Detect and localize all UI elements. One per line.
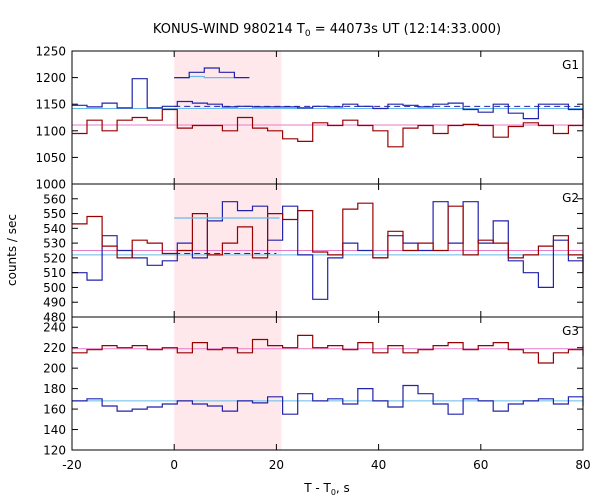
x-tick-label: 60 — [473, 458, 488, 472]
y-tick-label: 520 — [43, 251, 66, 265]
series-g1-blue-3 — [174, 67, 250, 79]
x-axis-label: T - T0, s — [303, 481, 350, 497]
y-tick-label: 540 — [43, 222, 66, 236]
y-tick-label: 200 — [43, 362, 66, 376]
y-tick-label: 1000 — [35, 178, 66, 192]
x-tick-label: 40 — [371, 458, 386, 472]
y-tick-label: 220 — [43, 341, 66, 355]
panel-g1: 1000 1050 1100 1150 1200 1250 G1 — [35, 45, 584, 192]
panel-frame-g3 — [71, 316, 584, 451]
x-tick-label: 80 — [575, 458, 590, 472]
panel-label: G2 — [562, 191, 579, 205]
panel-frame-g1 — [71, 50, 584, 185]
y-tick-label: 510 — [43, 266, 66, 280]
panel-g3: 120 140 160 180 200 220 240 G3 — [43, 316, 584, 458]
y-tick-label: 1150 — [35, 98, 66, 112]
y-tick-label: 550 — [43, 207, 66, 221]
y-tick-label: 240 — [43, 321, 66, 335]
y-tick-label: 120 — [43, 444, 66, 458]
y-tick-label: 180 — [43, 382, 66, 396]
y-tick-label: 530 — [43, 237, 66, 251]
y-tick-label: 480 — [43, 311, 66, 325]
y-axis-label: counts / sec — [5, 214, 19, 286]
y-tick-label: 1050 — [35, 151, 66, 165]
series-g3-blue-1 — [72, 384, 584, 415]
y-tick-label: 560 — [43, 192, 66, 206]
x-tick-label: -20 — [62, 458, 82, 472]
y-tick-label: 1250 — [35, 45, 66, 59]
y-tick-label: 1200 — [35, 71, 66, 85]
y-tick-label: 140 — [43, 423, 66, 437]
x-tick-label: 0 — [170, 458, 178, 472]
x-tick-label: 20 — [269, 458, 284, 472]
y-tick-label: 500 — [43, 281, 66, 295]
y-tick-label: 1100 — [35, 124, 66, 138]
y-tick-label: 490 — [43, 296, 66, 310]
panel-label: G3 — [562, 324, 579, 338]
panels-layer: 100010501100115012001250G148049050051052… — [35, 45, 590, 473]
series-g3-red-0 — [72, 334, 584, 364]
chart-title: KONUS-WIND 980214 T0 = 44073s UT (12:14:… — [153, 22, 501, 39]
series-g1-blue-0 — [72, 78, 584, 120]
panel-label: G1 — [562, 58, 579, 72]
y-tick-label: 160 — [43, 403, 66, 417]
series-g2-red-1 — [72, 202, 584, 288]
series-g1-red-1 — [72, 108, 584, 148]
